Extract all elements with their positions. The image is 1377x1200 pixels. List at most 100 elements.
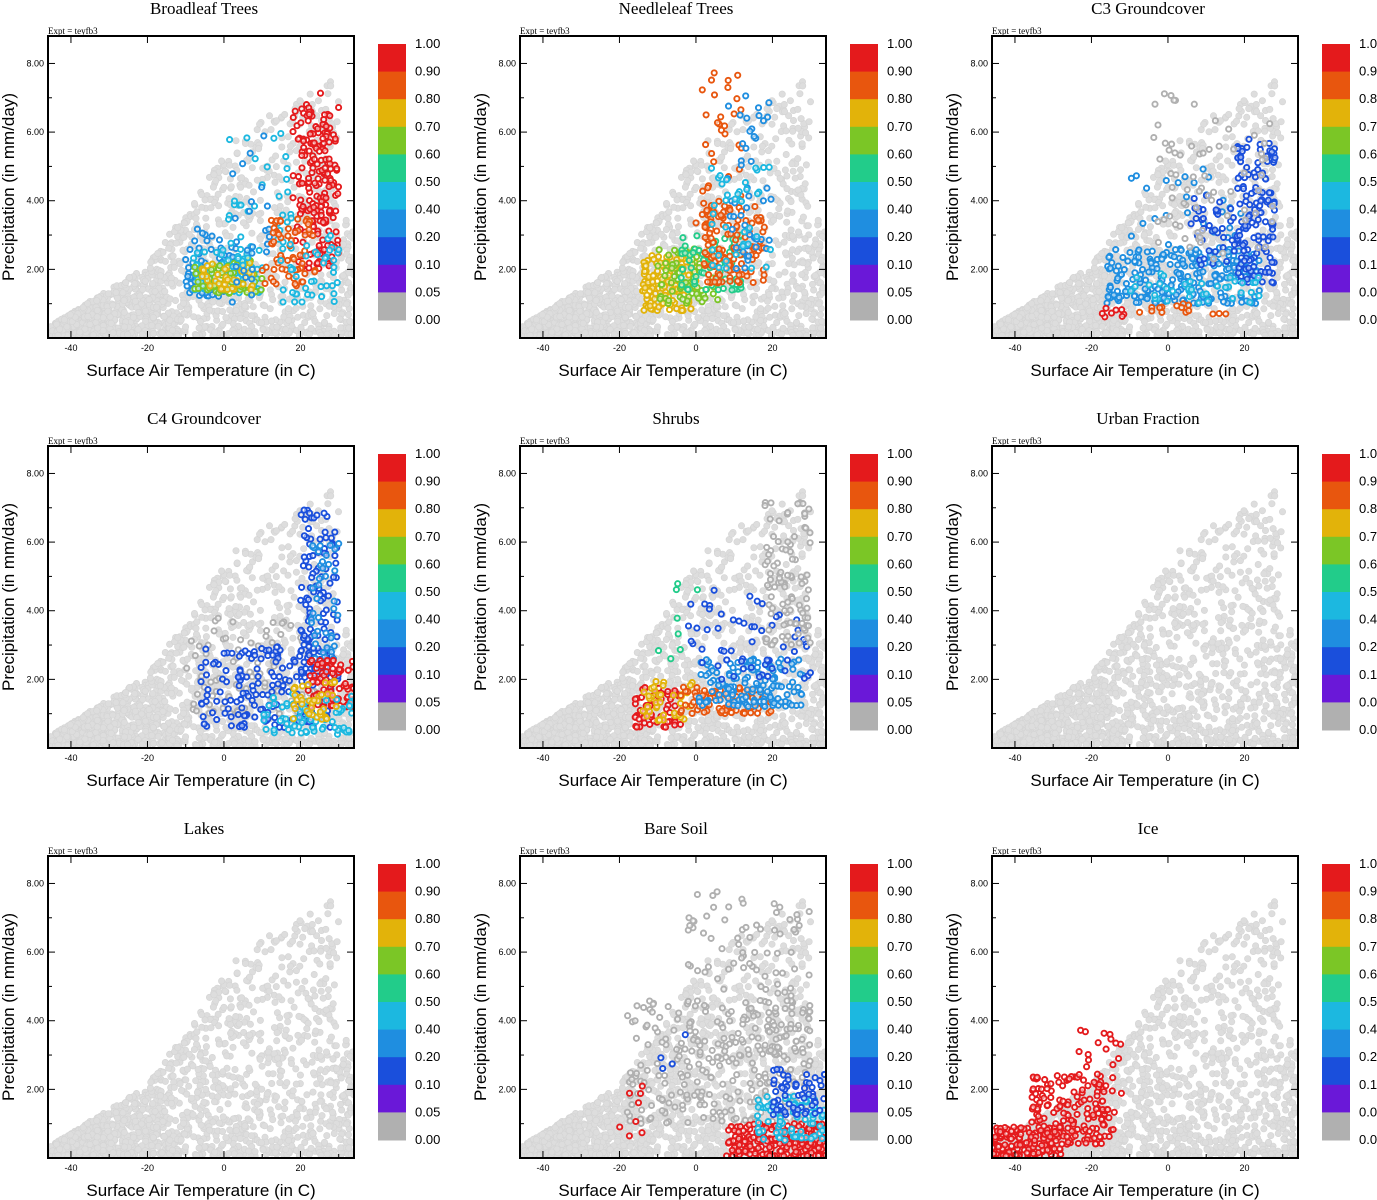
background-point	[618, 264, 626, 272]
data-point	[289, 288, 297, 297]
data-point	[701, 233, 709, 242]
background-point	[682, 171, 690, 179]
background-point	[1116, 239, 1124, 247]
data-point	[737, 211, 745, 219]
data-point	[333, 165, 341, 173]
background-point	[245, 181, 253, 189]
background-point	[292, 158, 300, 166]
background-point	[255, 145, 263, 153]
background-point	[285, 305, 293, 313]
background-point	[245, 327, 253, 335]
background-point	[251, 328, 259, 336]
background-point	[89, 331, 97, 338]
data-point	[237, 233, 245, 241]
background-point	[792, 318, 800, 326]
data-point	[190, 254, 198, 262]
data-point	[654, 262, 662, 270]
x-tick-label: -20	[141, 343, 154, 353]
background-point	[54, 331, 62, 338]
background-point	[281, 111, 289, 119]
background-point	[256, 120, 264, 128]
colorbar-label: 1.00	[415, 36, 440, 51]
data-point	[726, 277, 734, 285]
background-point	[176, 260, 184, 268]
data-point	[707, 76, 716, 84]
data-point	[269, 277, 277, 286]
colorbar-label: 0.90	[887, 64, 912, 79]
data-point	[767, 195, 775, 203]
background-point	[156, 272, 164, 280]
data-point	[331, 135, 339, 143]
background-point	[637, 244, 645, 252]
data-point	[737, 161, 745, 169]
experiment-label: Expt = teyfb3	[992, 26, 1042, 36]
background-point	[148, 321, 156, 329]
background-point	[180, 233, 188, 241]
background-point	[121, 323, 129, 331]
data-point	[718, 180, 726, 188]
data-point	[240, 267, 248, 275]
background-point	[704, 193, 712, 201]
data-point	[262, 248, 271, 256]
background-point	[141, 277, 149, 285]
background-point	[747, 173, 755, 181]
background-point	[565, 306, 573, 314]
background-point	[219, 307, 227, 315]
background-point	[229, 223, 237, 231]
background-point	[66, 311, 74, 319]
background-point	[804, 202, 812, 210]
colorbar-swatch	[850, 99, 878, 128]
background-point	[316, 305, 324, 313]
background-point	[109, 301, 117, 309]
background-point	[785, 112, 793, 120]
background-point	[592, 323, 600, 331]
data-point	[302, 284, 310, 292]
data-point	[745, 192, 753, 200]
data-point	[197, 257, 205, 265]
data-point	[704, 184, 712, 192]
data-point	[279, 286, 287, 294]
background-point	[271, 178, 279, 186]
background-point	[668, 317, 676, 325]
data-point	[692, 219, 700, 227]
background-point	[739, 126, 747, 134]
x-tick-label: -20	[613, 343, 626, 353]
data-point	[283, 175, 291, 183]
background-point	[681, 183, 689, 191]
background-point	[122, 278, 130, 286]
data-point	[221, 265, 229, 273]
data-point	[300, 144, 308, 152]
background-point	[794, 105, 802, 113]
data-point	[732, 236, 740, 244]
background-point	[692, 183, 700, 191]
data-point	[741, 178, 749, 187]
data-point	[733, 95, 741, 103]
data-point	[186, 245, 194, 254]
data-point	[740, 228, 749, 236]
background-point	[269, 250, 277, 258]
background-point	[566, 324, 574, 332]
background-point	[158, 329, 166, 337]
background-point	[172, 239, 180, 247]
background-point	[783, 288, 791, 296]
background-point	[741, 296, 749, 304]
background-point	[633, 257, 641, 265]
background-point	[336, 315, 344, 323]
background-point	[783, 185, 791, 193]
background-point	[610, 330, 618, 338]
background-point	[720, 164, 728, 172]
data-point	[294, 215, 302, 223]
data-point	[282, 153, 290, 161]
background-point	[1083, 285, 1091, 293]
background-point	[811, 272, 819, 280]
data-point	[765, 163, 773, 171]
data-point	[702, 285, 710, 294]
background-point	[794, 186, 802, 194]
data-point	[745, 224, 754, 232]
data-point	[314, 125, 322, 133]
background-point	[729, 319, 737, 327]
background-point	[780, 101, 788, 109]
background-point	[223, 232, 231, 240]
background-point	[532, 316, 540, 324]
background-point	[662, 313, 670, 321]
